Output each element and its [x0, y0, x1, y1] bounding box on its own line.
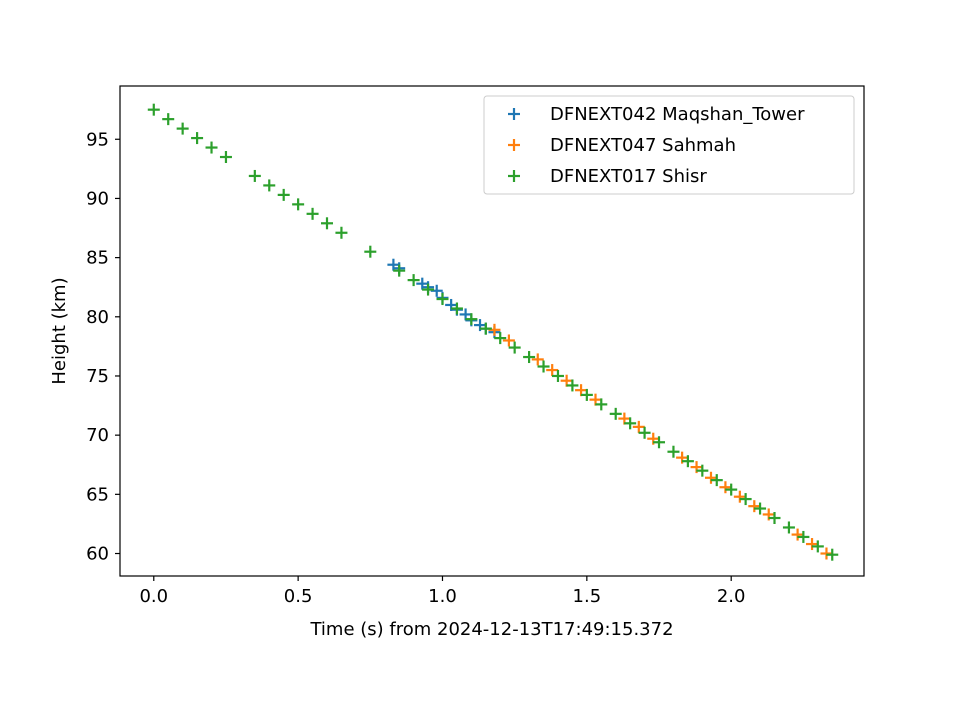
- data-point: [321, 217, 334, 230]
- legend-marker: [508, 108, 520, 120]
- legend-label: DFNEXT047 Sahmah: [550, 135, 736, 156]
- data-point: [422, 283, 435, 296]
- y-tick-label: 95: [86, 129, 109, 150]
- legend-marker: [508, 139, 520, 151]
- data-point: [393, 264, 406, 277]
- data-point: [488, 323, 501, 336]
- data-point: [704, 471, 717, 484]
- data-point: [595, 398, 608, 411]
- x-axis-label: Time (s) from 2024-12-13T17:49:15.372: [309, 619, 673, 640]
- data-point: [523, 351, 536, 364]
- data-point: [733, 490, 746, 503]
- plot-frame: [119, 85, 865, 577]
- data-point: [205, 141, 218, 154]
- data-point: [638, 426, 651, 439]
- data-point: [748, 500, 761, 513]
- x-tick-label: 2.0: [717, 586, 746, 607]
- y-tick-label: 85: [86, 248, 109, 269]
- x-tick-label: 1.0: [428, 586, 457, 607]
- y-tick-label: 60: [86, 544, 109, 565]
- y-tick-label: 70: [86, 425, 109, 446]
- data-point: [551, 369, 564, 382]
- legend-item: DFNEXT047 Sahmah: [508, 135, 736, 156]
- data-point: [450, 302, 463, 315]
- data-point: [248, 169, 261, 182]
- data-point: [219, 151, 232, 164]
- data-point: [653, 436, 666, 449]
- legend-marker: [508, 170, 520, 182]
- y-axis-label: Height (km): [49, 277, 70, 384]
- legend-label: DFNEXT042 Maqshan_Tower: [550, 104, 805, 125]
- legend-box: [483, 95, 855, 195]
- data-point: [364, 245, 377, 258]
- data-point: [754, 502, 767, 515]
- data-point: [508, 341, 521, 354]
- data-point: [531, 353, 544, 366]
- data-point: [667, 445, 680, 458]
- data-point: [725, 483, 738, 496]
- data-point: [147, 103, 160, 116]
- y-tick-label: 75: [86, 366, 109, 387]
- data-point: [277, 188, 290, 201]
- data-point: [306, 207, 319, 220]
- data-point: [430, 284, 443, 297]
- y-tick-label: 65: [86, 484, 109, 505]
- data-point: [546, 364, 559, 377]
- data-point: [806, 538, 819, 551]
- data-point: [820, 547, 833, 560]
- data-point: [797, 530, 810, 543]
- legend: DFNEXT042 Maqshan_Tower DFNEXT047 Sahmah D…: [483, 95, 855, 195]
- data-point: [162, 113, 175, 126]
- data-marks: [147, 103, 839, 561]
- data-point: [710, 474, 723, 487]
- data-point: [609, 407, 622, 420]
- data-point: [826, 548, 839, 561]
- data-point: [782, 521, 795, 534]
- x-tick-label: 1.5: [573, 586, 602, 607]
- data-point: [335, 226, 348, 239]
- y-tick-label: 80: [86, 307, 109, 328]
- x-tick-label: 0.5: [284, 586, 313, 607]
- data-point: [768, 512, 781, 525]
- legend-label: DFNEXT017 Shisr: [550, 166, 707, 187]
- data-point: [580, 388, 593, 401]
- data-point: [263, 179, 276, 192]
- data-point: [739, 493, 752, 506]
- legend-item: DFNEXT017 Shisr: [508, 166, 707, 187]
- data-point: [502, 334, 515, 347]
- data-point: [681, 455, 694, 468]
- x-tick-label: 0.0: [139, 586, 168, 607]
- data-point: [566, 379, 579, 392]
- series-3: [147, 103, 839, 561]
- y-tick-label: 90: [86, 188, 109, 209]
- data-point: [791, 528, 804, 541]
- data-point: [436, 293, 449, 306]
- data-point: [176, 122, 189, 135]
- data-point: [494, 332, 507, 345]
- data-point: [811, 540, 824, 553]
- x-axis: 0.0 0.5 1.0 1.5 2.0: [139, 576, 746, 607]
- data-point: [465, 313, 478, 326]
- data-point: [407, 274, 420, 287]
- data-point: [719, 481, 732, 494]
- data-point: [479, 322, 492, 335]
- data-point: [696, 464, 709, 477]
- data-point: [632, 420, 645, 433]
- y-axis: 60 65 70 75 80 85 90 95: [86, 129, 120, 565]
- legend-item: DFNEXT042 Maqshan_Tower: [508, 104, 805, 125]
- data-point: [292, 198, 305, 211]
- data-point: [191, 132, 204, 145]
- data-point: [537, 360, 550, 373]
- data-point: [624, 417, 637, 430]
